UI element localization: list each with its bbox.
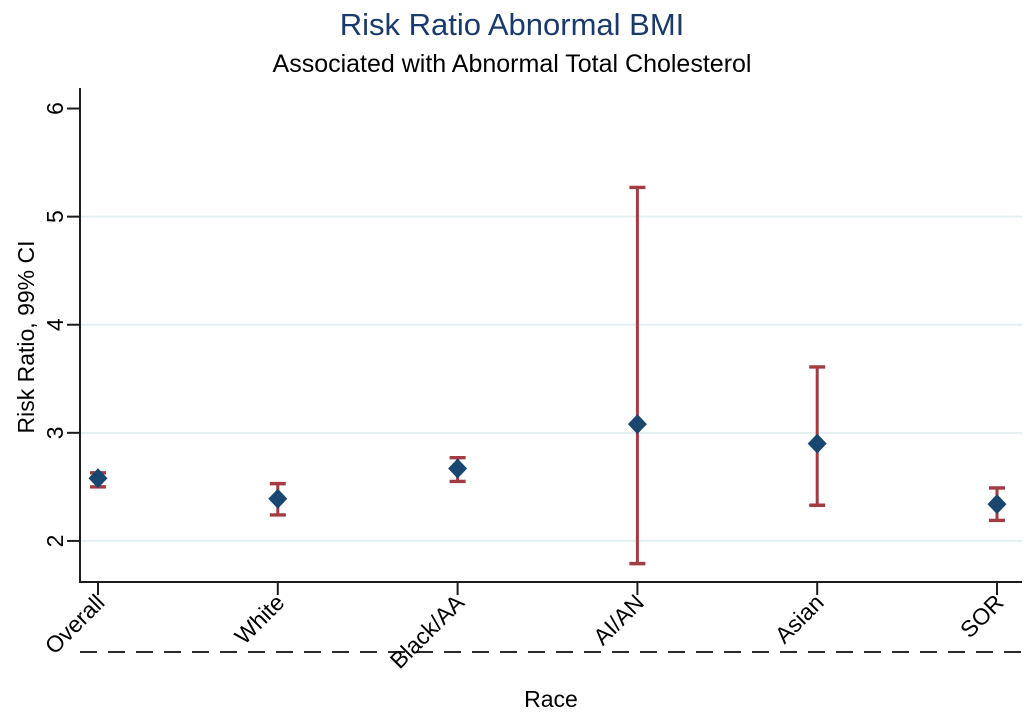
point-marker bbox=[448, 458, 468, 479]
x-tick-label: Overall bbox=[40, 589, 110, 659]
point-marker bbox=[807, 433, 827, 454]
y-tick-label: 4 bbox=[42, 318, 68, 331]
y-tick-label: 6 bbox=[42, 102, 68, 115]
y-tick-label: 2 bbox=[42, 535, 68, 548]
x-tick-label: Black/AA bbox=[385, 589, 470, 674]
chart-title: Risk Ratio Abnormal BMI bbox=[339, 7, 685, 42]
x-tick-label: White bbox=[229, 589, 289, 649]
x-axis-title: Race bbox=[524, 686, 578, 712]
chart-subtitle: Associated with Abnormal Total Cholester… bbox=[272, 50, 752, 78]
point-marker bbox=[987, 494, 1007, 515]
x-tick-label: AI/AN bbox=[588, 589, 649, 650]
y-tick-label: 3 bbox=[42, 426, 68, 439]
y-tick-label: 5 bbox=[42, 210, 68, 223]
point-marker bbox=[627, 414, 647, 435]
point-marker bbox=[268, 488, 288, 509]
x-tick-label: SOR bbox=[955, 589, 1009, 643]
point-marker bbox=[88, 468, 108, 489]
x-tick-label: Asian bbox=[770, 589, 829, 648]
